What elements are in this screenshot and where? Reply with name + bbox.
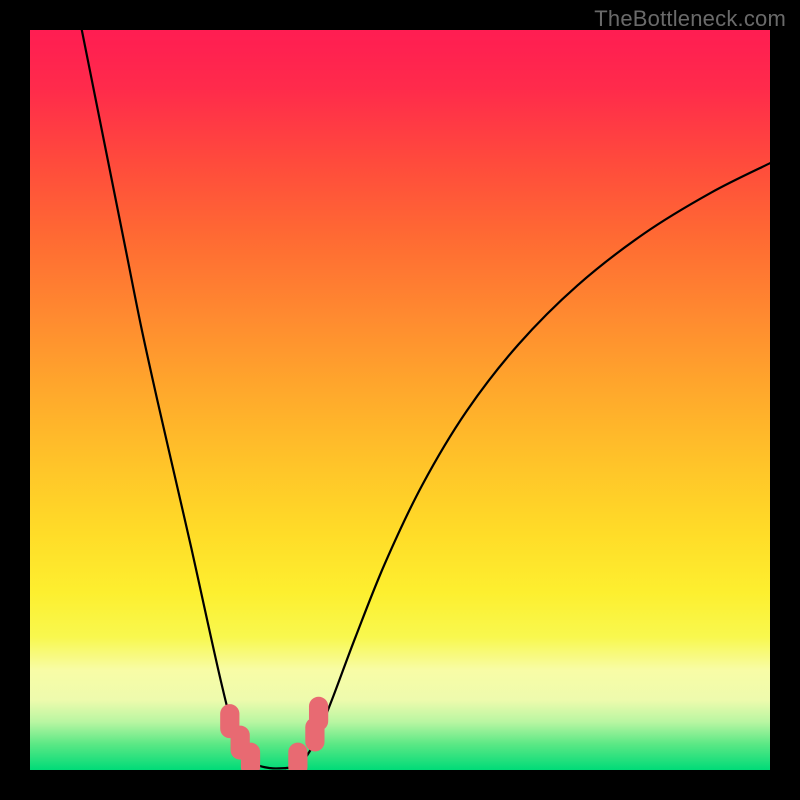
marker-5 <box>309 697 328 731</box>
marker-2 <box>241 743 260 770</box>
chart-svg <box>30 30 770 770</box>
plot-area <box>30 30 770 770</box>
watermark: TheBottleneck.com <box>594 6 786 32</box>
plot-background <box>30 30 770 770</box>
marker-3 <box>288 743 307 770</box>
